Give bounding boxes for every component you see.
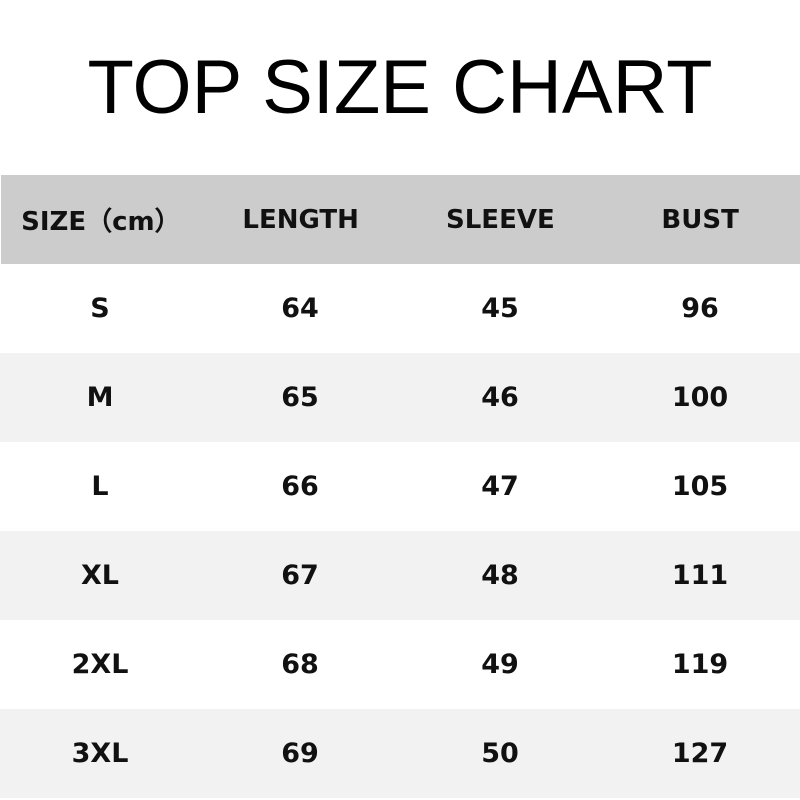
cell-sleeve: 45: [481, 293, 519, 324]
cell-sleeve: 48: [481, 560, 519, 591]
cell-length: 68: [281, 649, 319, 680]
header-bust: BUST: [661, 204, 739, 235]
header-sleeve: SLEEVE: [446, 204, 555, 235]
table-header: SIZE（cm） LENGTH SLEEVE BUST: [1, 175, 800, 264]
cell-length: 69: [281, 738, 319, 769]
cell-length: 64: [281, 293, 319, 324]
header-size: SIZE（cm）: [21, 207, 181, 237]
cell-length: 66: [281, 471, 319, 502]
table-row: M 65 46 100: [0, 353, 800, 442]
cell-sleeve: 50: [481, 738, 519, 769]
header-length: LENGTH: [242, 204, 359, 235]
cell-sleeve: 47: [481, 471, 519, 502]
cell-length: 67: [281, 560, 319, 591]
cell-size: S: [90, 293, 110, 324]
page-title: TOP SIZE CHART: [87, 45, 713, 130]
cell-size: 2XL: [71, 649, 129, 680]
table-row: S 64 45 96: [0, 264, 800, 353]
cell-size: XL: [80, 560, 120, 591]
cell-size: 3XL: [71, 738, 129, 769]
cell-bust: 111: [671, 560, 729, 591]
cell-sleeve: 49: [481, 649, 519, 680]
table-row: 2XL 68 49 119: [0, 620, 800, 709]
cell-sleeve: 46: [481, 382, 519, 413]
cell-length: 65: [281, 382, 319, 413]
cell-bust: 119: [671, 649, 729, 680]
cell-bust: 96: [681, 293, 719, 324]
cell-bust: 127: [671, 738, 729, 769]
cell-size: M: [86, 382, 114, 413]
cell-bust: 100: [671, 382, 729, 413]
cell-size: L: [91, 471, 109, 502]
table-row: XL 67 48 111: [0, 531, 800, 620]
table-row: L 66 47 105: [0, 442, 800, 531]
size-table: SIZE（cm） LENGTH SLEEVE BUST S 64 45 96 M 65 46…: [0, 175, 800, 798]
table-row: 3XL 69 50 127: [0, 709, 800, 798]
cell-bust: 105: [671, 471, 729, 502]
